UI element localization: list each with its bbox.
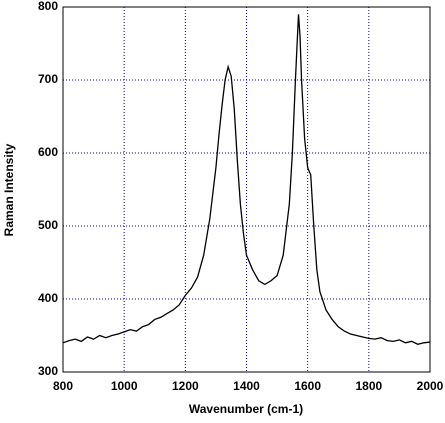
x-tick-label: 800 [53,379,73,393]
x-tick-label: 1800 [355,379,382,393]
x-axis-label: Wavenumber (cm-1) [189,402,303,416]
plot-frame [62,6,431,373]
spectrum-line [62,14,431,345]
x-tick-label: 1400 [233,379,260,393]
x-tick-label: 1600 [294,379,321,393]
y-tick-label: 600 [38,145,58,159]
x-tick-label: 1200 [172,379,199,393]
y-tick-label: 500 [38,218,58,232]
x-tick-label: 2000 [417,379,444,393]
y-axis-label: Raman Intensity [2,143,16,236]
x-tick-label: 1000 [111,379,138,393]
y-tick-label: 800 [38,0,58,13]
y-tick-label: 400 [38,291,58,305]
y-tick-label: 300 [38,364,58,378]
y-tick-label: 700 [38,72,58,86]
